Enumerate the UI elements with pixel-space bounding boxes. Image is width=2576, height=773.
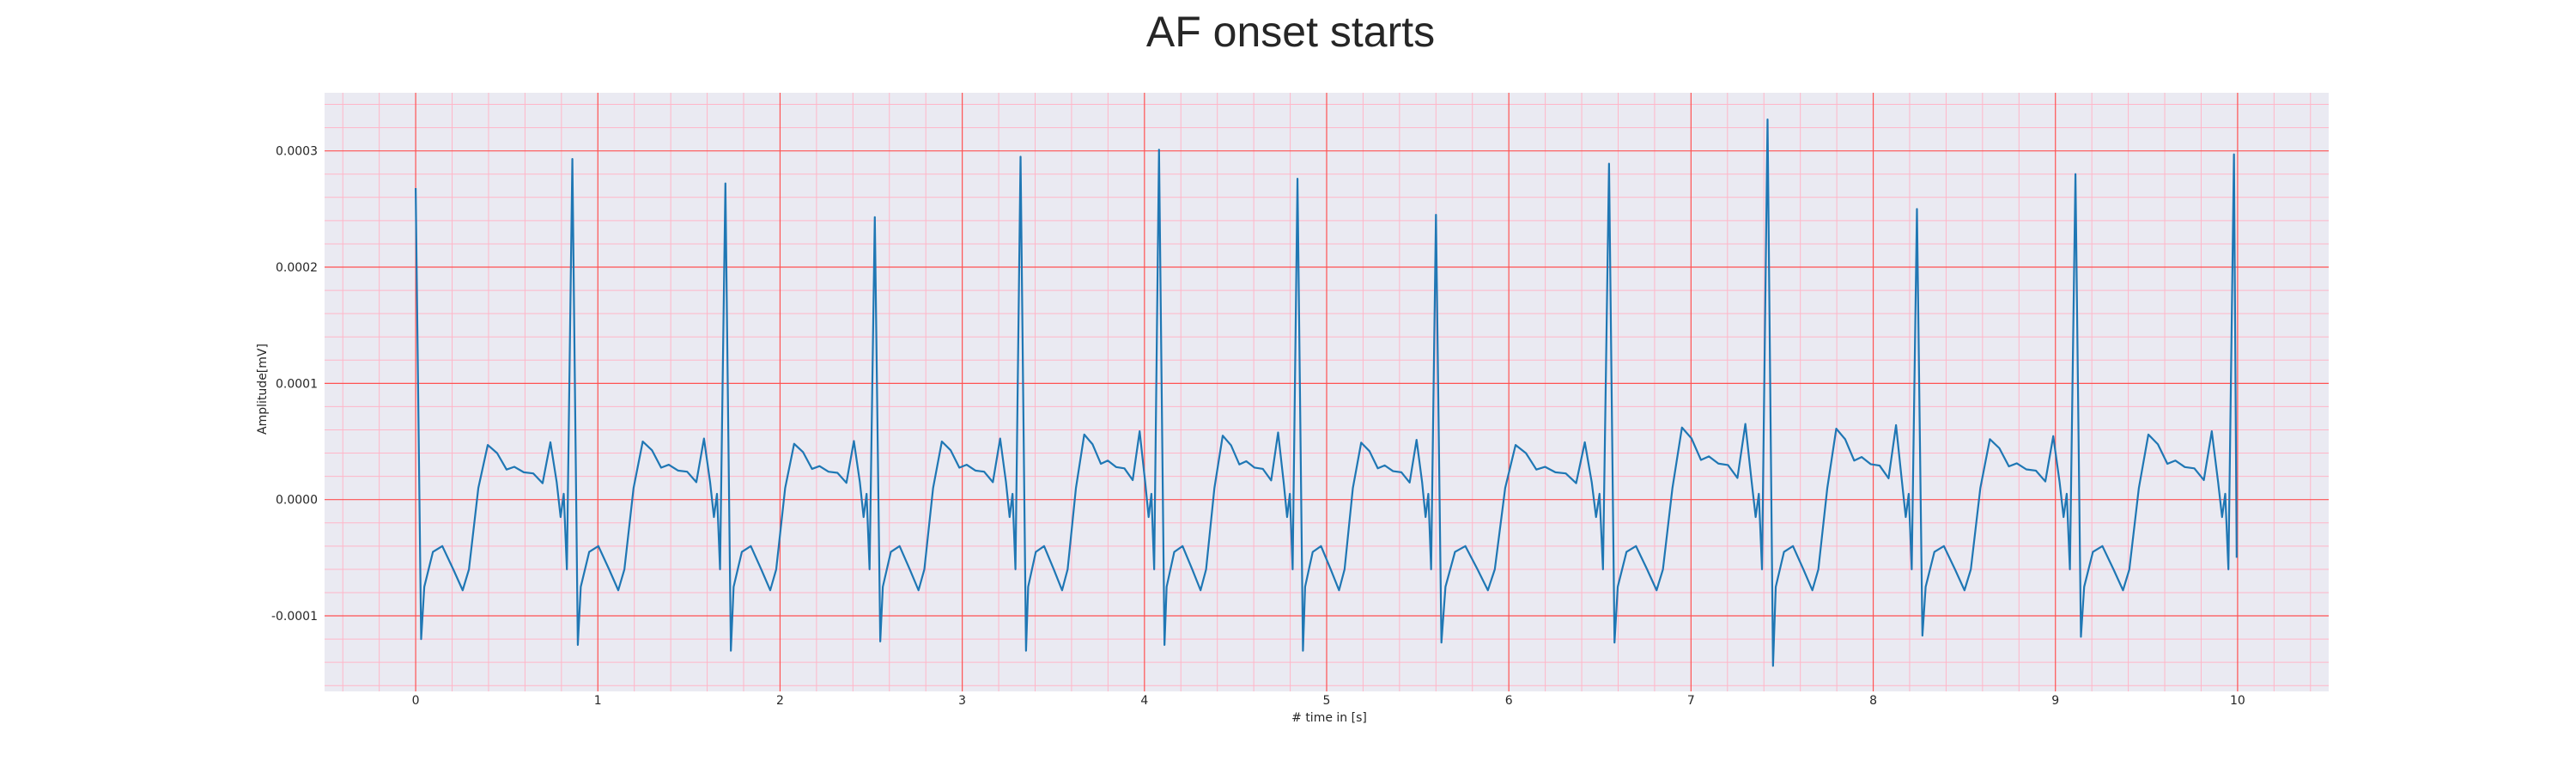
y-axis-label: Amplitude[mV] (256, 344, 270, 435)
series-layer (414, 119, 2238, 667)
x-tick-label: 4 (1140, 694, 1148, 708)
major-grid (325, 93, 2329, 691)
x-axis-label: # time in [s] (1291, 711, 1367, 725)
x-tick-label: 8 (1869, 694, 1877, 708)
x-tick-label: 7 (1687, 694, 1695, 708)
x-tick-label: 0 (412, 694, 420, 708)
y-tick-label: 0.0001 (276, 377, 318, 391)
x-tick-label: 1 (594, 694, 602, 708)
y-tick-label: 0.0003 (276, 145, 318, 159)
y-tick-label: 0.0000 (276, 494, 318, 508)
x-tick-label: 2 (776, 694, 784, 708)
x-tick-label: 5 (1323, 694, 1331, 708)
x-tick-label: 6 (1505, 694, 1513, 708)
x-tick-labels: 0 1 2 3 4 5 6 7 8 9 10 (412, 694, 2245, 708)
y-tick-labels: -0.0001 0.0000 0.0001 0.0002 0.0003 (271, 145, 318, 624)
x-tick-label: 10 (2230, 694, 2245, 708)
x-tick-label: 3 (958, 694, 966, 708)
y-tick-label: -0.0001 (271, 610, 318, 624)
x-tick-label: 9 (2051, 694, 2059, 708)
chart-title: AF onset starts (1146, 8, 1435, 56)
y-tick-label: 0.0002 (276, 261, 318, 275)
ecg-line (414, 119, 2238, 667)
